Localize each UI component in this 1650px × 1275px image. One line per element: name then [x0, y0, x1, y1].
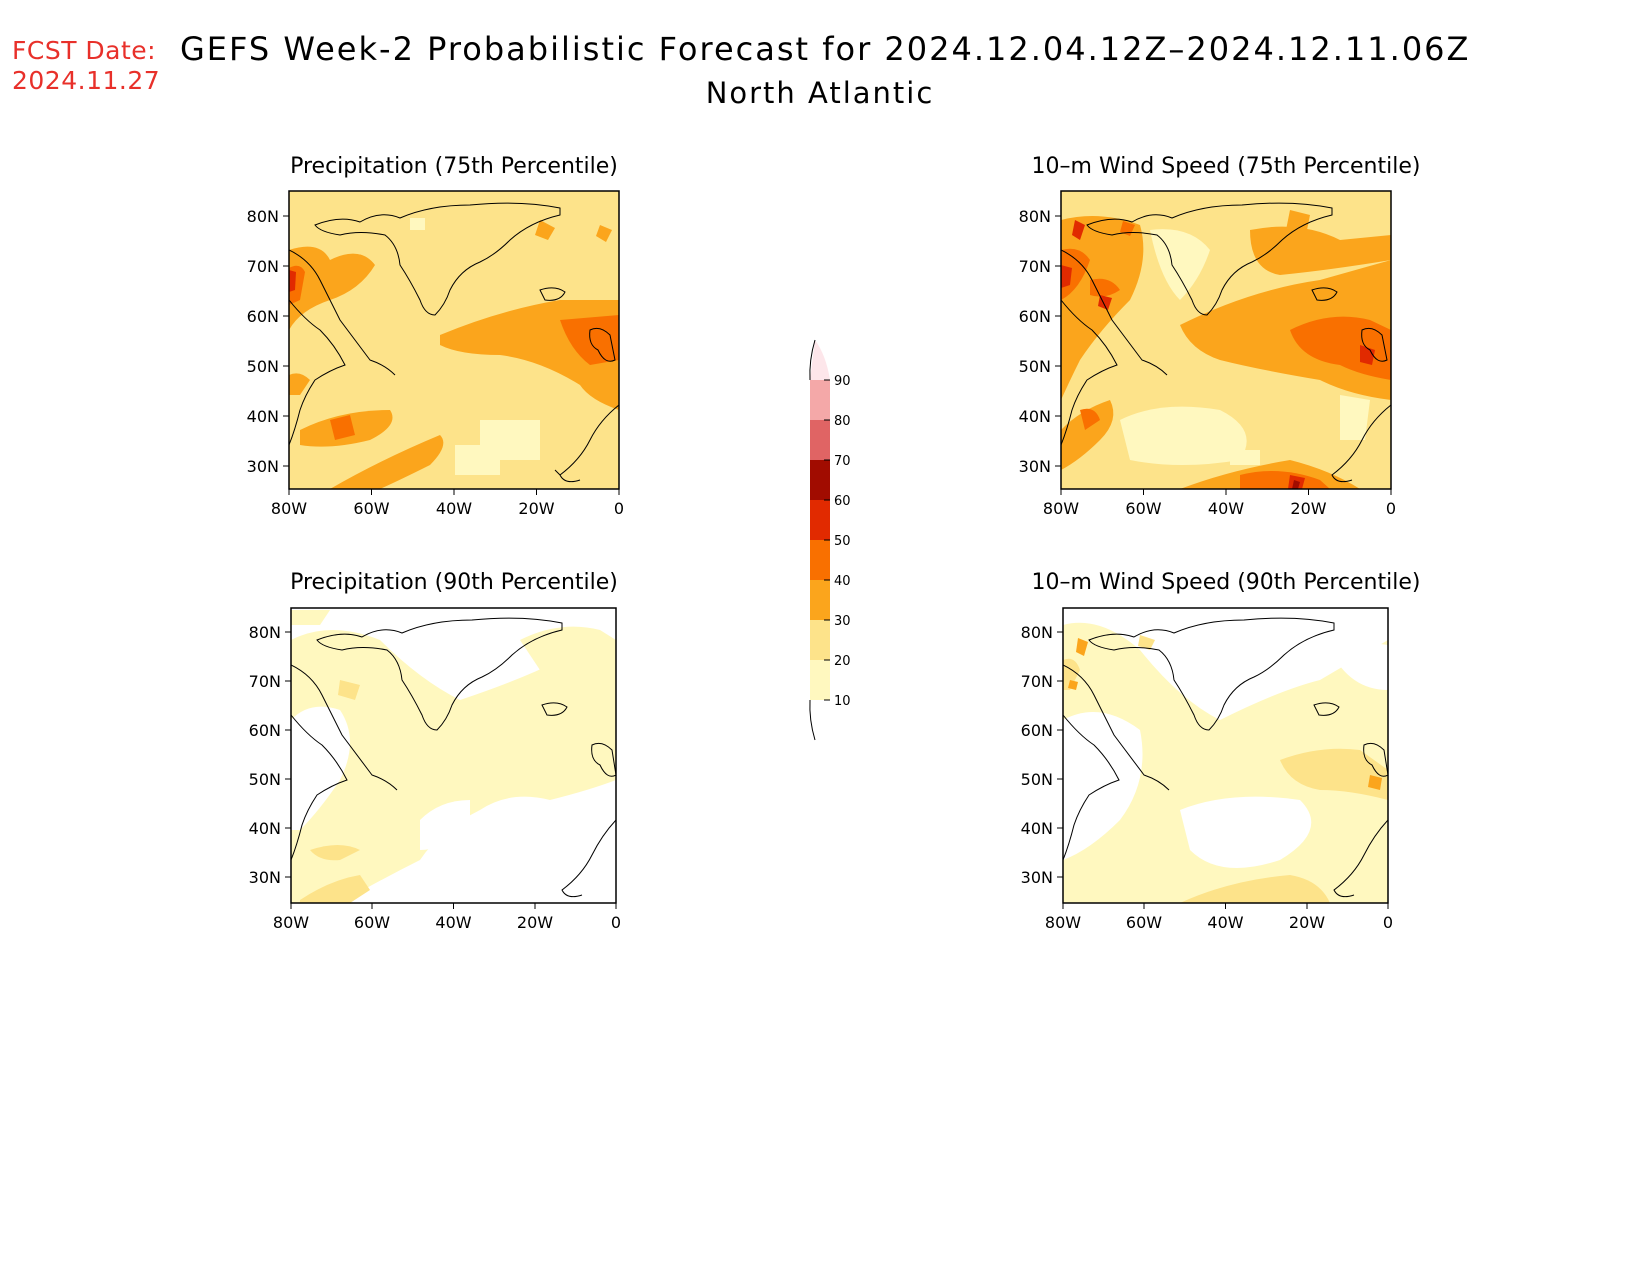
y-tick-label: 30N	[1021, 868, 1053, 887]
panel-precip-75: Precipitation (75th Percentile)	[247, 154, 624, 518]
y-tick-label: 80N	[1021, 623, 1053, 642]
panel-title-precip-90: Precipitation (90th Percentile)	[290, 570, 618, 595]
panel-wind-90: 10–m Wind Speed (90th Percentile)	[1021, 570, 1421, 932]
wind-90-y-axis: 80N 70N 60N 50N 40N 30N	[1021, 623, 1053, 887]
x-tick-label: 40W	[436, 499, 472, 518]
precip-75-coastlines	[289, 202, 619, 483]
colorbar-swatch-60	[810, 460, 830, 500]
wind-90-field	[1063, 608, 1388, 903]
precip-90-field	[291, 608, 616, 903]
y-tick-label: 30N	[249, 868, 281, 887]
panel-title-wind-75: 10–m Wind Speed (75th Percentile)	[1032, 154, 1421, 179]
y-tick-label: 60N	[247, 307, 279, 326]
panel-title-precip-75: Precipitation (75th Percentile)	[290, 154, 618, 179]
colorbar: 90 80 70 60 50 40 30 20 10	[809, 339, 851, 741]
precip-90-x-axis: 80W 60W 40W 20W 0	[273, 913, 621, 932]
colorbar-swatch-70	[810, 420, 830, 460]
x-tick-label: 60W	[353, 499, 389, 518]
wind-90-coastlines	[1063, 617, 1388, 898]
wind-75-x-axis: 80W 60W 40W 20W 0	[1043, 499, 1396, 518]
panel-precip-90: Precipitation (90th Percentile)	[249, 570, 621, 932]
colorbar-label: 90	[834, 374, 851, 389]
x-tick-label: 60W	[1126, 913, 1162, 932]
x-tick-label: 60W	[354, 913, 390, 932]
wind-90-x-axis: 80W 60W 40W 20W 0	[1045, 913, 1393, 932]
fcst-date-value: 2024.11.27	[12, 66, 161, 95]
colorbar-label: 80	[834, 414, 851, 429]
panel-title-wind-90: 10–m Wind Speed (90th Percentile)	[1032, 570, 1421, 595]
y-tick-label: 50N	[1019, 357, 1051, 376]
colorbar-label: 20	[834, 654, 851, 669]
x-tick-label: 20W	[518, 499, 554, 518]
precip-75-field	[289, 191, 619, 489]
wind-75-coastlines	[1061, 202, 1391, 483]
y-tick-label: 60N	[1021, 721, 1053, 740]
y-tick-label: 70N	[247, 257, 279, 276]
colorbar-label: 70	[834, 454, 851, 469]
fcst-date-caption: FCST Date:	[12, 36, 157, 65]
y-tick-label: 30N	[1019, 457, 1051, 476]
y-tick-label: 60N	[249, 721, 281, 740]
wind-75-y-axis: 80N 70N 60N 50N 40N 30N	[1019, 207, 1051, 476]
y-tick-label: 70N	[1021, 672, 1053, 691]
x-tick-label: 20W	[1289, 913, 1325, 932]
colorbar-swatch-50	[810, 500, 830, 540]
colorbar-swatch-80	[810, 380, 830, 420]
y-tick-label: 30N	[247, 457, 279, 476]
x-tick-label: 0	[614, 499, 624, 518]
precip-90-coastlines	[291, 617, 616, 898]
y-tick-label: 40N	[249, 819, 281, 838]
colorbar-label: 60	[834, 494, 851, 509]
panel-wind-75: 10–m Wind Speed (75th Percentile)	[1019, 154, 1421, 518]
colorbar-swatch-10	[810, 660, 830, 700]
y-tick-label: 60N	[1019, 307, 1051, 326]
y-tick-label: 50N	[1021, 770, 1053, 789]
y-tick-label: 80N	[247, 207, 279, 226]
region-title: North Atlantic	[705, 76, 935, 110]
colorbar-swatch-30	[810, 580, 830, 620]
colorbar-top-cap	[810, 340, 830, 380]
precip-90-y-axis: 80N 70N 60N 50N 40N 30N	[249, 623, 281, 887]
x-tick-label: 80W	[271, 499, 307, 518]
colorbar-label: 30	[834, 614, 851, 629]
x-tick-label: 0	[1386, 499, 1396, 518]
x-tick-label: 80W	[273, 913, 309, 932]
x-tick-label: 40W	[1207, 913, 1243, 932]
colorbar-swatch-20	[810, 620, 830, 660]
x-tick-label: 0	[1383, 913, 1393, 932]
x-tick-label: 20W	[1290, 499, 1326, 518]
colorbar-label: 40	[834, 574, 851, 589]
wind-75-field	[1061, 191, 1391, 489]
x-tick-label: 80W	[1043, 499, 1079, 518]
x-tick-label: 20W	[517, 913, 553, 932]
x-tick-label: 40W	[1208, 499, 1244, 518]
x-tick-label: 40W	[435, 913, 471, 932]
y-tick-label: 80N	[249, 623, 281, 642]
colorbar-swatch-40	[810, 540, 830, 580]
page-title: GEFS Week-2 Probabilistic Forecast for 2…	[180, 30, 1471, 68]
y-tick-label: 40N	[1021, 819, 1053, 838]
y-tick-label: 70N	[1019, 257, 1051, 276]
y-tick-label: 50N	[247, 357, 279, 376]
x-tick-label: 80W	[1045, 913, 1081, 932]
y-tick-label: 40N	[247, 407, 279, 426]
y-tick-label: 80N	[1019, 207, 1051, 226]
y-tick-label: 50N	[249, 770, 281, 789]
x-tick-label: 0	[611, 913, 621, 932]
forecast-date-label: FCST Date: 2024.11.27	[12, 36, 160, 96]
x-tick-label: 60W	[1125, 499, 1161, 518]
precip-75-y-axis: 80N 70N 60N 50N 40N 30N	[247, 207, 279, 476]
colorbar-label: 50	[834, 534, 851, 549]
precip-75-x-axis: 80W 60W 40W 20W 0	[271, 499, 624, 518]
colorbar-label: 10	[834, 694, 851, 709]
y-tick-label: 40N	[1019, 407, 1051, 426]
y-tick-label: 70N	[249, 672, 281, 691]
